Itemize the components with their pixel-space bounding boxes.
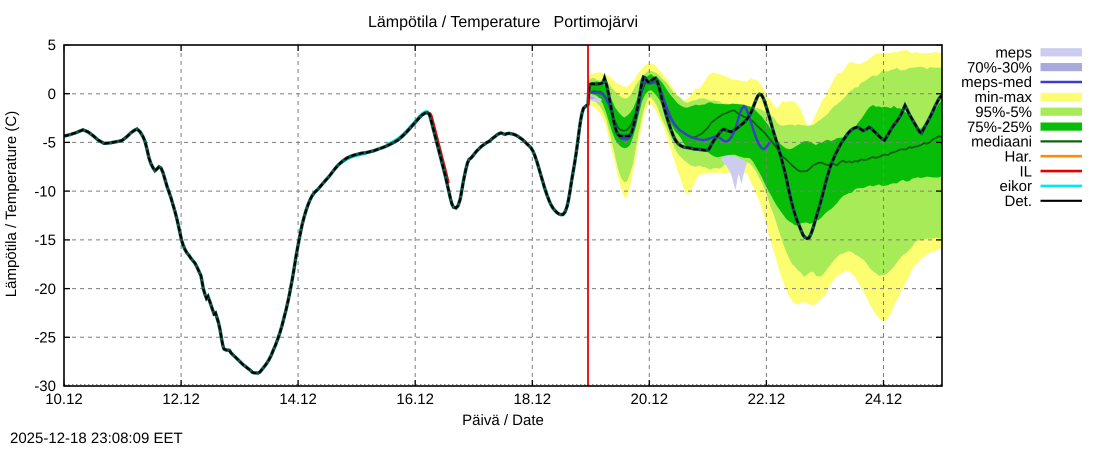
svg-text:24.12: 24.12 <box>865 391 903 408</box>
svg-text:75%-25%: 75%-25% <box>967 119 1032 136</box>
svg-text:-10: -10 <box>34 183 56 200</box>
svg-text:-30: -30 <box>34 378 56 395</box>
svg-text:Det.: Det. <box>1004 193 1032 210</box>
svg-text:10.12: 10.12 <box>45 391 83 408</box>
svg-text:12.12: 12.12 <box>162 391 200 408</box>
svg-text:eikor: eikor <box>999 178 1032 195</box>
svg-text:Har.: Har. <box>1004 148 1032 165</box>
svg-text:-5: -5 <box>43 135 56 152</box>
svg-text:20.12: 20.12 <box>631 391 669 408</box>
svg-text:meps: meps <box>995 45 1032 62</box>
svg-text:-25: -25 <box>34 330 56 347</box>
svg-text:-20: -20 <box>34 281 56 298</box>
svg-text:14.12: 14.12 <box>279 391 317 408</box>
svg-text:min-max: min-max <box>974 89 1032 106</box>
svg-text:mediaani: mediaani <box>971 134 1032 151</box>
svg-text:Lämpötila / Temperature Port: Lämpötila / Temperature Portimojärvi <box>368 14 638 31</box>
svg-text:0: 0 <box>48 86 56 103</box>
svg-text:2025-12-18 23:08:09 EET: 2025-12-18 23:08:09 EET <box>10 430 183 447</box>
svg-text:16.12: 16.12 <box>396 391 434 408</box>
svg-text:IL: IL <box>1019 163 1032 180</box>
svg-text:-15: -15 <box>34 232 56 249</box>
svg-text:18.12: 18.12 <box>514 391 552 408</box>
svg-text:95%-5%: 95%-5% <box>975 104 1032 121</box>
svg-text:70%-30%: 70%-30% <box>967 59 1032 76</box>
svg-text:Päivä / Date: Päivä / Date <box>462 412 544 429</box>
svg-text:5: 5 <box>48 37 56 54</box>
svg-text:Lämpötila / Temperature (C): Lämpötila / Temperature (C) <box>3 111 20 297</box>
svg-text:meps-med: meps-med <box>961 74 1032 91</box>
svg-text:22.12: 22.12 <box>748 391 786 408</box>
